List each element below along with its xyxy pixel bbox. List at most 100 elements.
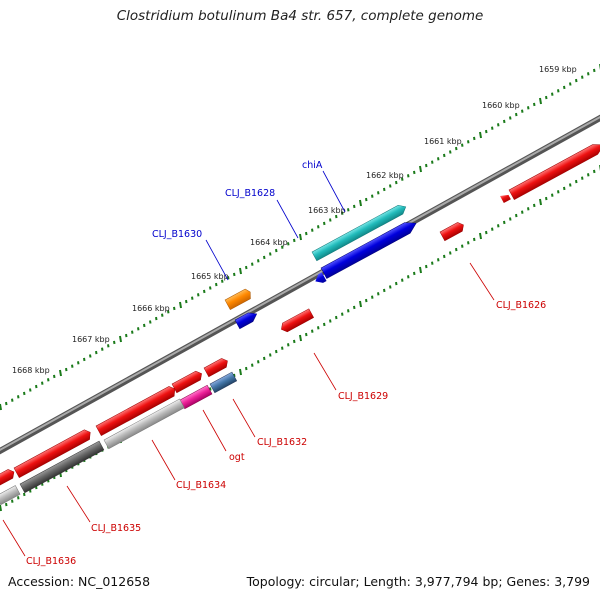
scale-tick bbox=[479, 131, 482, 139]
scale-tick bbox=[395, 180, 398, 185]
scale-tick bbox=[209, 286, 212, 290]
gene-clj-b1628[interactable] bbox=[320, 218, 419, 279]
scale-tick bbox=[455, 247, 458, 252]
scale-tick bbox=[533, 203, 536, 208]
gene-cds-red-right-top[interactable] bbox=[508, 140, 600, 201]
kbp-label-1667: 1667 kbp bbox=[72, 335, 110, 344]
scale-tick bbox=[317, 225, 320, 229]
scale-tick bbox=[593, 169, 596, 174]
gene-blue-small[interactable] bbox=[313, 272, 327, 286]
gene-clj-b1636[interactable] bbox=[0, 485, 21, 506]
scale-tick bbox=[305, 332, 308, 337]
scale-tick bbox=[575, 78, 578, 83]
scale-tick bbox=[539, 97, 542, 105]
scale-tick bbox=[29, 388, 32, 392]
scale-tick bbox=[53, 374, 56, 379]
scale-tick bbox=[269, 353, 272, 357]
scale-tick bbox=[407, 174, 410, 178]
scale-tick bbox=[557, 89, 560, 93]
scale-tick bbox=[329, 218, 332, 222]
scale-tick bbox=[335, 315, 338, 320]
scale-tick bbox=[461, 244, 464, 248]
scale-tick bbox=[515, 213, 518, 218]
gene-ogt[interactable] bbox=[179, 384, 213, 410]
label-clj-b1626: CLJ_B1626 bbox=[496, 300, 546, 311]
scale-tick bbox=[275, 349, 278, 354]
label-clj-b1636: CLJ_B1636 bbox=[26, 556, 76, 567]
scale-tick bbox=[335, 214, 338, 219]
kbp-label-1663: 1663 kbp bbox=[308, 206, 346, 215]
scale-tick bbox=[287, 242, 290, 246]
scale-tick bbox=[131, 330, 134, 334]
scale-tick bbox=[5, 502, 8, 507]
gene-clj-b1632[interactable] bbox=[209, 371, 238, 394]
scale-tick bbox=[317, 326, 320, 330]
scale-tick bbox=[425, 163, 428, 168]
scale-tick bbox=[0, 403, 2, 411]
gene-clj-b1630[interactable] bbox=[234, 310, 259, 330]
gene-red-left-b[interactable] bbox=[0, 467, 16, 487]
gene-clj-b1629[interactable] bbox=[279, 308, 314, 334]
scale-tick bbox=[389, 184, 392, 188]
scale-tick bbox=[341, 312, 344, 316]
scale-tick bbox=[449, 251, 452, 255]
kbp-label-1660: 1660 kbp bbox=[482, 101, 520, 110]
gene-red-left-a[interactable] bbox=[13, 428, 93, 479]
scale-tick bbox=[113, 340, 116, 345]
scale-tick bbox=[245, 265, 248, 270]
scale-tick bbox=[563, 85, 566, 90]
scale-tick bbox=[371, 194, 374, 198]
gene-clj-b1635[interactable] bbox=[19, 440, 105, 494]
scale-tick bbox=[0, 504, 2, 512]
scale-tick bbox=[497, 224, 500, 228]
scale-tick bbox=[539, 198, 542, 206]
gene-red-small-a[interactable] bbox=[203, 357, 230, 378]
scale-tick bbox=[365, 298, 368, 303]
gene-clj-b1634[interactable] bbox=[103, 398, 185, 450]
scale-tick bbox=[593, 68, 596, 73]
scale-tick bbox=[401, 278, 404, 282]
scale-tick bbox=[77, 361, 80, 365]
scale-tick bbox=[275, 248, 278, 253]
scale-tick bbox=[575, 179, 578, 184]
scale-tick bbox=[515, 112, 518, 117]
gene-chiA[interactable] bbox=[311, 202, 408, 262]
scale-tick bbox=[509, 217, 512, 221]
scale-tick bbox=[437, 157, 440, 161]
scale-tick bbox=[371, 295, 374, 299]
page-title: Clostridium botulinum Ba4 str. 657, comp… bbox=[116, 8, 484, 24]
scale-tick bbox=[251, 363, 254, 367]
scale-tick bbox=[473, 237, 476, 242]
scale-tick bbox=[239, 368, 242, 376]
gene-clj-b1626[interactable] bbox=[439, 221, 466, 242]
scale-tick bbox=[545, 95, 548, 100]
gene-orange[interactable] bbox=[224, 288, 253, 311]
gene-red-small-b[interactable] bbox=[171, 369, 204, 394]
scale-tick bbox=[305, 231, 308, 236]
scale-tick bbox=[407, 275, 410, 279]
scale-tick bbox=[365, 197, 368, 202]
scale-tick bbox=[503, 220, 506, 225]
scale-tick bbox=[155, 316, 158, 321]
scale-tick bbox=[359, 199, 362, 207]
scale-tick bbox=[383, 187, 386, 192]
scale-tick bbox=[203, 289, 206, 294]
scale-tick bbox=[221, 279, 224, 283]
scale-tick bbox=[551, 92, 554, 96]
scale-tick bbox=[227, 276, 230, 280]
scale-tick bbox=[473, 136, 476, 141]
scale-tick bbox=[263, 356, 266, 361]
scale-tick bbox=[401, 177, 404, 181]
scale-tick bbox=[359, 300, 362, 308]
scale-tick bbox=[455, 146, 458, 151]
scale-tick bbox=[245, 366, 248, 371]
scale-tick bbox=[449, 150, 452, 154]
gene-red-long[interactable] bbox=[95, 384, 178, 437]
scale-tick bbox=[347, 208, 350, 212]
scale-tick bbox=[41, 381, 44, 385]
scale-tick bbox=[83, 357, 86, 362]
scale-tick bbox=[557, 190, 560, 194]
scale-tick bbox=[425, 264, 428, 269]
gene-cds-red-fragment[interactable] bbox=[500, 192, 511, 204]
kbp-label-1662: 1662 kbp bbox=[366, 171, 404, 180]
